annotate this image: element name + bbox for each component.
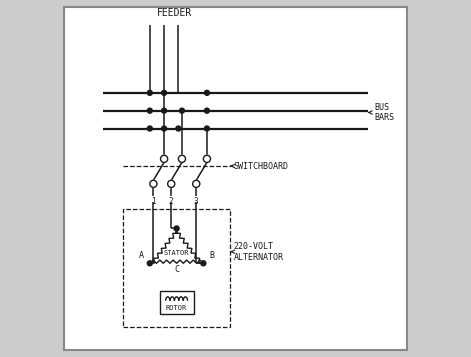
Circle shape	[204, 126, 210, 131]
Text: BUS
BARS: BUS BARS	[369, 103, 395, 122]
Text: ROTOR: ROTOR	[166, 305, 187, 311]
Circle shape	[168, 180, 175, 187]
Text: 1: 1	[151, 197, 156, 206]
Circle shape	[179, 108, 185, 113]
Text: B: B	[210, 251, 215, 260]
Text: STATOR: STATOR	[164, 251, 189, 256]
Circle shape	[176, 126, 181, 131]
Text: A: A	[138, 251, 143, 260]
Circle shape	[204, 108, 210, 113]
Circle shape	[162, 126, 167, 131]
Circle shape	[174, 226, 179, 231]
Text: 2: 2	[169, 197, 173, 206]
Circle shape	[201, 261, 206, 266]
Circle shape	[179, 155, 186, 162]
Circle shape	[162, 108, 167, 113]
Circle shape	[203, 155, 211, 162]
Circle shape	[147, 126, 152, 131]
Circle shape	[147, 261, 152, 266]
Text: FEEDER: FEEDER	[157, 8, 192, 18]
Circle shape	[193, 180, 200, 187]
Circle shape	[162, 90, 167, 95]
Text: 3: 3	[194, 197, 199, 206]
Text: SWITCHBOARD: SWITCHBOARD	[231, 161, 289, 171]
Circle shape	[150, 180, 157, 187]
Circle shape	[204, 90, 210, 95]
Text: C: C	[174, 265, 179, 274]
Circle shape	[161, 155, 168, 162]
Bar	[160, 291, 194, 314]
Circle shape	[147, 108, 152, 113]
Circle shape	[147, 90, 152, 95]
Bar	[123, 209, 230, 327]
Text: 220-VOLT
ALTERNATOR: 220-VOLT ALTERNATOR	[231, 242, 284, 262]
